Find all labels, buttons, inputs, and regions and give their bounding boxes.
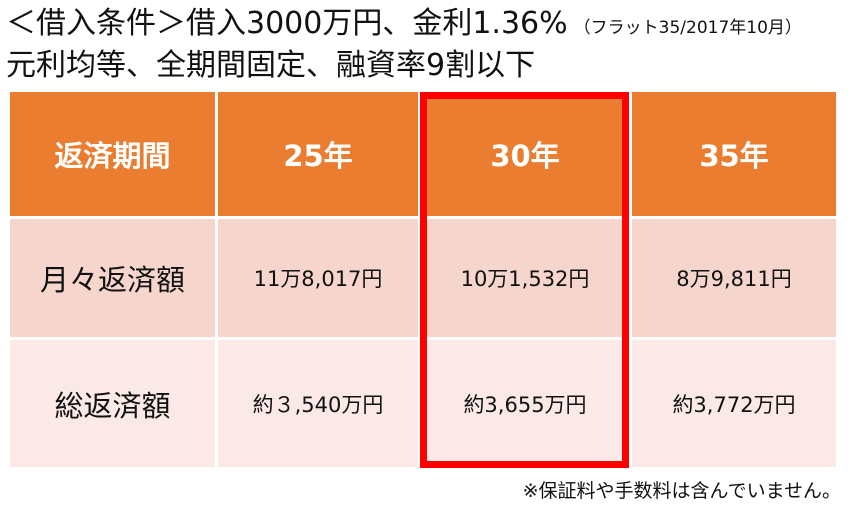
loan-conditions-subtitle: 元利均等、全期間固定、融資率9割以下 xyxy=(6,48,536,83)
title-note: （フラット35/2017年10月） xyxy=(573,18,802,38)
monthly-payment-30-years: 10万1,532円 xyxy=(421,219,629,337)
row-label-total-payment: 総返済額 xyxy=(10,340,215,467)
monthly-payment-35-years: 8万9,811円 xyxy=(632,219,836,337)
header-25-years: 25年 xyxy=(218,92,418,216)
header-35-years: 35年 xyxy=(632,92,836,216)
total-payment-25-years: 約３,540万円 xyxy=(218,340,418,467)
header-30-years: 30年 xyxy=(421,92,629,216)
row-label-monthly-payment: 月々返済額 xyxy=(10,219,215,337)
repayment-table: 返済期間 25年 30年 35年 月々返済額 11万8,017円 10万1,53… xyxy=(10,92,836,467)
monthly-payment-25-years: 11万8,017円 xyxy=(218,219,418,337)
loan-conditions-title: ＜借入条件＞借入3000万円、金利1.36% （フラット35/2017年10月） xyxy=(6,4,802,48)
footnote: ※保証料や手数料は含んでいません。 xyxy=(522,480,841,502)
title-main: ＜借入条件＞借入3000万円、金利1.36% xyxy=(6,6,568,41)
total-payment-35-years: 約3,772万円 xyxy=(632,340,836,467)
header-period-label: 返済期間 xyxy=(10,92,215,216)
total-payment-30-years: 約3,655万円 xyxy=(421,340,629,467)
